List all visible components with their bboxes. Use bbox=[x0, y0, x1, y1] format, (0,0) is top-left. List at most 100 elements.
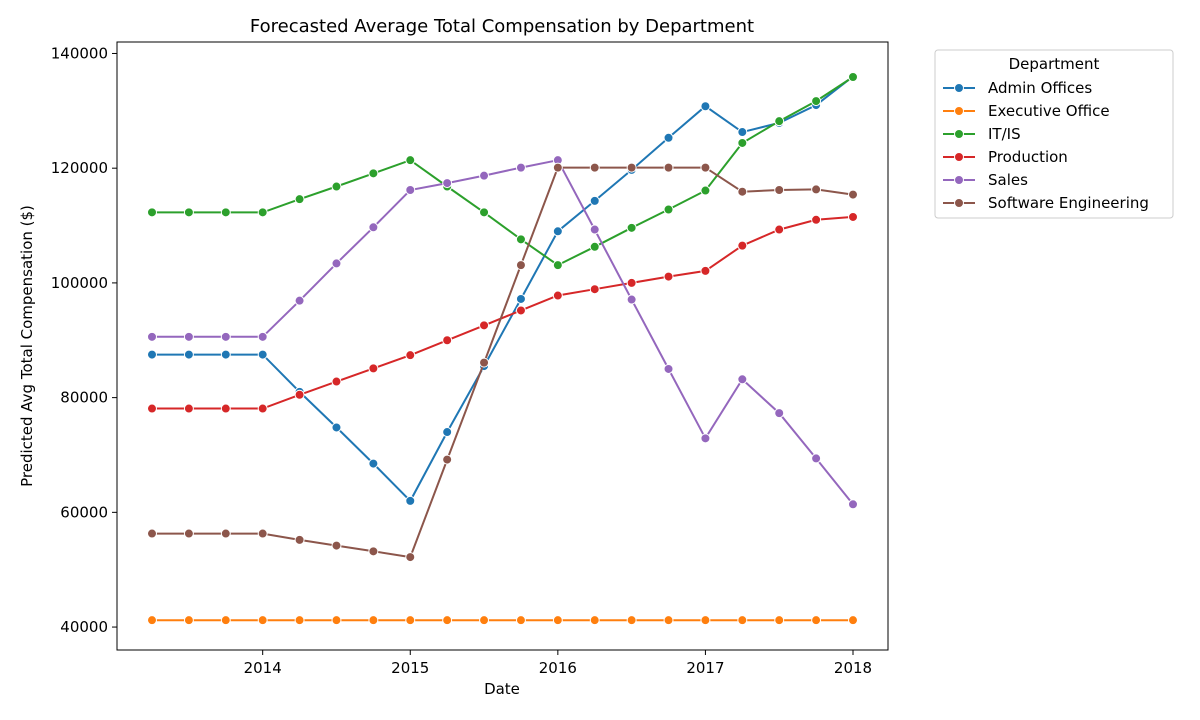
data-point bbox=[737, 374, 748, 385]
data-point bbox=[700, 162, 711, 173]
data-point bbox=[442, 615, 453, 626]
series-sales bbox=[147, 155, 858, 510]
data-point bbox=[294, 295, 305, 306]
legend: Department Admin Offices Executive Office… bbox=[934, 49, 1174, 219]
y-tick-label: 100000 bbox=[51, 274, 108, 292]
data-point bbox=[626, 277, 637, 288]
data-point bbox=[737, 127, 748, 138]
x-tick-label: 2015 bbox=[391, 659, 429, 677]
data-point bbox=[257, 331, 268, 342]
data-point bbox=[811, 453, 822, 464]
x-tick-label: 2018 bbox=[834, 659, 872, 677]
y-tick-label: 80000 bbox=[60, 389, 108, 407]
series-line bbox=[152, 159, 854, 505]
series-line bbox=[152, 166, 854, 559]
series-executive-office bbox=[147, 615, 858, 626]
legend-items: Admin Offices Executive Office IT/IS Produc… bbox=[943, 79, 1149, 212]
data-point bbox=[589, 224, 600, 235]
data-point bbox=[442, 454, 453, 465]
legend-label: Sales bbox=[988, 171, 1028, 189]
legend-swatch-marker bbox=[954, 175, 964, 185]
data-point bbox=[442, 178, 453, 189]
data-point bbox=[183, 403, 194, 414]
data-point bbox=[442, 335, 453, 346]
data-point bbox=[220, 528, 231, 539]
data-point bbox=[515, 260, 526, 271]
data-point bbox=[368, 168, 379, 179]
data-point bbox=[848, 211, 858, 222]
legend-label: Executive Office bbox=[988, 102, 1110, 120]
data-point bbox=[147, 331, 157, 342]
series-it-is bbox=[147, 71, 858, 271]
series-admin-offices bbox=[147, 71, 858, 506]
data-point bbox=[257, 615, 268, 626]
data-point bbox=[479, 320, 490, 331]
data-point bbox=[183, 331, 194, 342]
data-point bbox=[515, 162, 526, 173]
data-point bbox=[737, 137, 748, 148]
legend-item: Executive Office bbox=[943, 102, 1110, 120]
legend-item: Production bbox=[943, 148, 1068, 166]
data-point bbox=[331, 615, 342, 626]
data-point bbox=[331, 422, 342, 433]
data-point bbox=[368, 546, 379, 557]
data-point bbox=[220, 403, 231, 414]
data-point bbox=[405, 615, 416, 626]
data-point bbox=[626, 222, 637, 233]
data-point bbox=[663, 271, 674, 282]
data-point bbox=[626, 615, 637, 626]
data-point bbox=[147, 615, 157, 626]
data-point bbox=[294, 534, 305, 545]
data-point bbox=[405, 495, 416, 506]
data-point bbox=[294, 194, 305, 205]
data-point bbox=[183, 528, 194, 539]
legend-label: Production bbox=[988, 148, 1068, 166]
data-point bbox=[737, 240, 748, 251]
data-point bbox=[700, 185, 711, 196]
data-point bbox=[589, 284, 600, 295]
data-point bbox=[294, 615, 305, 626]
data-point bbox=[737, 615, 748, 626]
data-point bbox=[294, 389, 305, 400]
series-software-engineering bbox=[147, 162, 858, 563]
data-point bbox=[183, 615, 194, 626]
data-point bbox=[552, 615, 563, 626]
y-tick-label: 140000 bbox=[51, 44, 108, 62]
data-point bbox=[405, 552, 416, 563]
legend-item: Sales bbox=[943, 171, 1028, 189]
legend-swatch-marker bbox=[954, 129, 964, 139]
data-point bbox=[331, 376, 342, 387]
data-point bbox=[183, 349, 194, 360]
data-point bbox=[811, 214, 822, 225]
data-point bbox=[848, 71, 858, 82]
data-point bbox=[626, 294, 637, 305]
data-point bbox=[552, 226, 563, 237]
series-line bbox=[152, 75, 854, 503]
plot-frame bbox=[116, 41, 889, 651]
data-point bbox=[811, 615, 822, 626]
data-point bbox=[479, 357, 490, 368]
data-point bbox=[405, 184, 416, 195]
legend-label: Admin Offices bbox=[988, 79, 1092, 97]
data-point bbox=[589, 195, 600, 206]
data-point bbox=[220, 615, 231, 626]
data-point bbox=[515, 293, 526, 304]
data-point bbox=[811, 96, 822, 107]
data-point bbox=[257, 207, 268, 218]
legend-swatch-marker bbox=[954, 83, 964, 93]
legend-title: Department bbox=[1009, 55, 1100, 73]
data-point bbox=[552, 290, 563, 301]
series-layer bbox=[147, 71, 858, 626]
data-point bbox=[848, 615, 858, 626]
legend-item: Admin Offices bbox=[943, 79, 1092, 97]
data-point bbox=[442, 427, 453, 438]
data-point bbox=[774, 116, 785, 127]
data-point bbox=[515, 234, 526, 245]
data-point bbox=[220, 349, 231, 360]
series-line bbox=[152, 215, 854, 410]
data-point bbox=[700, 265, 711, 276]
data-point bbox=[331, 181, 342, 192]
series-production bbox=[147, 211, 858, 414]
data-point bbox=[700, 433, 711, 444]
